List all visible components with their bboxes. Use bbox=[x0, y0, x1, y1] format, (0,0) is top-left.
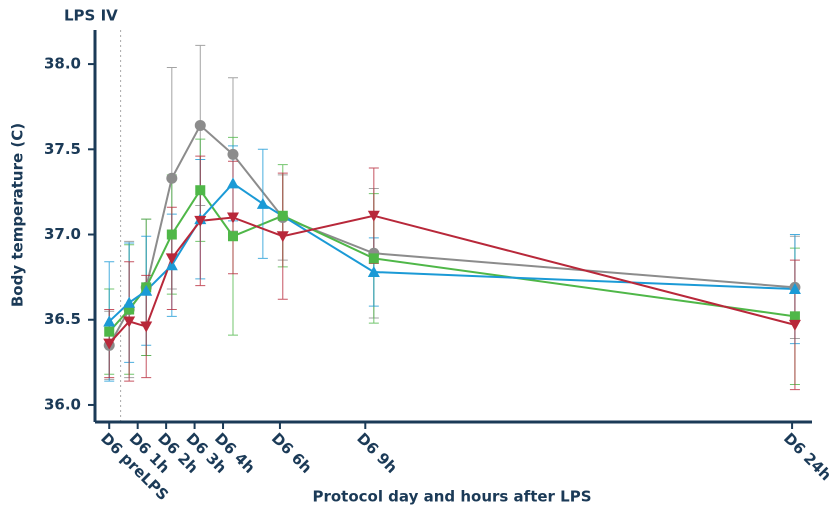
x-tick-label: D6 9h bbox=[353, 429, 401, 477]
point bbox=[195, 185, 206, 196]
point bbox=[166, 172, 178, 184]
x-tick-label: D6 6h bbox=[268, 429, 316, 477]
point bbox=[103, 315, 116, 327]
point bbox=[165, 259, 178, 271]
point bbox=[194, 215, 207, 227]
point bbox=[788, 283, 801, 295]
point bbox=[367, 210, 380, 222]
y-axis-title: Body temperature (C) bbox=[9, 123, 27, 307]
point bbox=[276, 231, 289, 243]
point bbox=[103, 338, 116, 350]
point bbox=[789, 311, 800, 322]
point bbox=[226, 212, 239, 224]
point bbox=[124, 304, 135, 315]
y-tick-label: 37.0 bbox=[44, 225, 81, 243]
point bbox=[194, 119, 206, 131]
series-line bbox=[108, 182, 795, 323]
x-tick-label: D6 24h bbox=[780, 429, 835, 484]
point bbox=[227, 148, 239, 160]
y-tick-label: 37.5 bbox=[44, 140, 81, 158]
point bbox=[277, 210, 288, 221]
y-tick-label: 36.0 bbox=[44, 395, 81, 413]
point bbox=[227, 231, 238, 242]
point bbox=[367, 266, 380, 278]
point bbox=[104, 326, 115, 337]
point bbox=[140, 321, 153, 333]
y-tick-label: 38.0 bbox=[44, 55, 81, 73]
annotation: LPS IV bbox=[64, 7, 118, 25]
point bbox=[166, 229, 177, 240]
y-tick-label: 36.5 bbox=[44, 310, 81, 328]
point bbox=[788, 319, 801, 331]
point bbox=[140, 284, 153, 296]
point bbox=[123, 316, 136, 328]
point bbox=[226, 177, 239, 189]
point bbox=[123, 296, 136, 308]
point bbox=[256, 197, 269, 209]
point bbox=[368, 253, 379, 264]
series-line bbox=[108, 188, 796, 333]
x-axis-title: Protocol day and hours after LPS bbox=[312, 488, 591, 506]
point bbox=[165, 253, 178, 265]
